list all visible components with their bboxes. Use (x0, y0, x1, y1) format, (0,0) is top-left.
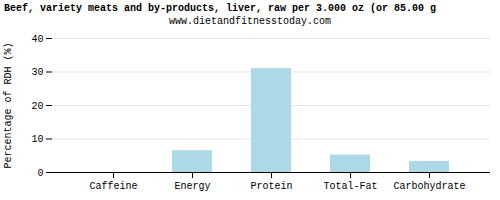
svg-text:30: 30 (31, 67, 43, 78)
html-text:www.dietandfitnesstoday.com: www.dietandfitnesstoday.com (169, 16, 331, 27)
svg-text:Protein: Protein (250, 181, 292, 192)
html-text:Beef, variety meats and by-pro: Beef, variety meats and by-products, liv… (4, 3, 437, 14)
svg-text:Percentage of RDH (%): Percentage of RDH (%) (3, 42, 14, 168)
svg-text:Total-Fat: Total-Fat (323, 181, 377, 192)
svg-text:Caffeine: Caffeine (89, 181, 137, 192)
svg-text:Carbohydrate: Carbohydrate (393, 181, 465, 192)
svg-text:40: 40 (31, 34, 43, 45)
svg-text:0: 0 (37, 168, 43, 179)
svg-text:20: 20 (31, 101, 43, 112)
svg-text:10: 10 (31, 134, 43, 145)
svg-text:Energy: Energy (174, 181, 210, 192)
